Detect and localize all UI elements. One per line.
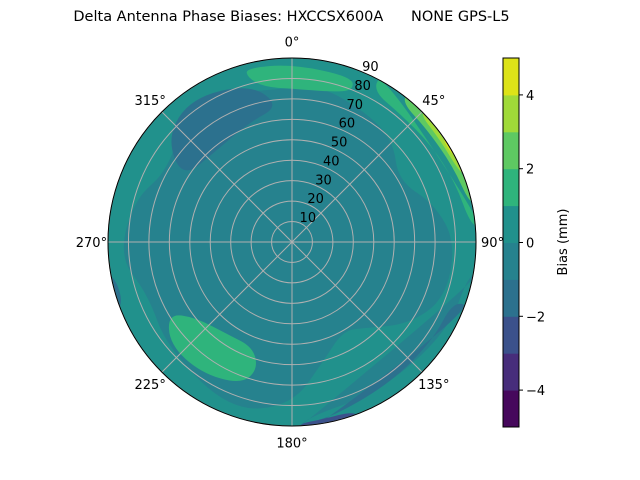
- colorbar-tick-label: −4: [526, 384, 545, 399]
- chart-title: Delta Antenna Phase Biases: HXCCSX600A N…: [73, 9, 510, 25]
- angular-tick-label: 135°: [418, 378, 449, 393]
- radial-tick-labels: 10 20 30 40 50 60 70 80 90: [300, 60, 379, 226]
- angular-gridline: [161, 241, 293, 373]
- angular-tick-label: 180°: [276, 437, 307, 452]
- colorbar-tick-label: 2: [526, 163, 534, 178]
- colorbar-band: [503, 131, 519, 170]
- colorbar-band: [503, 316, 519, 354]
- radial-tick-label: 30: [315, 173, 332, 188]
- angular-tick-label: 225°: [135, 378, 166, 393]
- contour-region-4: [308, 303, 464, 426]
- angular-tick-label: 270°: [76, 236, 107, 251]
- colorbar-tick-label: 4: [526, 89, 534, 104]
- colorbar-band: [503, 94, 519, 133]
- angular-gridline: [291, 241, 423, 373]
- angular-tick-label: 45°: [422, 94, 445, 109]
- colorbar-band: [503, 242, 519, 280]
- angular-tick-labels: 0° 45° 90° 135° 180° 225° 270° 315°: [76, 35, 504, 451]
- colorbar-band: [503, 168, 519, 207]
- colorbar-band: [503, 205, 519, 243]
- radial-tick-label: 40: [323, 154, 340, 169]
- contour-region-8: [168, 315, 256, 382]
- colorbar-band: [503, 279, 519, 317]
- angular-gridline: [291, 111, 423, 243]
- colorbar: −4 −2 0 2 4: [502, 57, 545, 428]
- radial-tick-label: 60: [339, 117, 356, 132]
- colorbar-band: [503, 390, 519, 428]
- colorbar-tick-label: 0: [526, 237, 534, 252]
- radial-tick-label: 10: [300, 211, 317, 226]
- angular-gridline: [161, 111, 293, 243]
- colorbar-band: [503, 58, 519, 96]
- radial-tick-label: 20: [307, 192, 324, 207]
- polar-grid: [107, 57, 477, 427]
- angular-tick-label: 315°: [135, 94, 166, 109]
- radial-tick-label: 70: [346, 98, 363, 113]
- colorbar-label: Bias (mm): [556, 209, 571, 276]
- contour-region-9: [376, 80, 476, 226]
- angular-tick-label: 0°: [285, 35, 300, 50]
- radial-tick-label: 80: [354, 79, 371, 94]
- colorbar-band: [503, 353, 519, 391]
- colorbar-tick-label: −2: [526, 310, 545, 325]
- contour-region-10: [404, 95, 476, 204]
- radial-tick-label: 50: [331, 136, 348, 151]
- polar-frame: [107, 57, 477, 427]
- radial-tick-label: 90: [362, 60, 379, 75]
- angular-tick-label: 90°: [481, 236, 504, 251]
